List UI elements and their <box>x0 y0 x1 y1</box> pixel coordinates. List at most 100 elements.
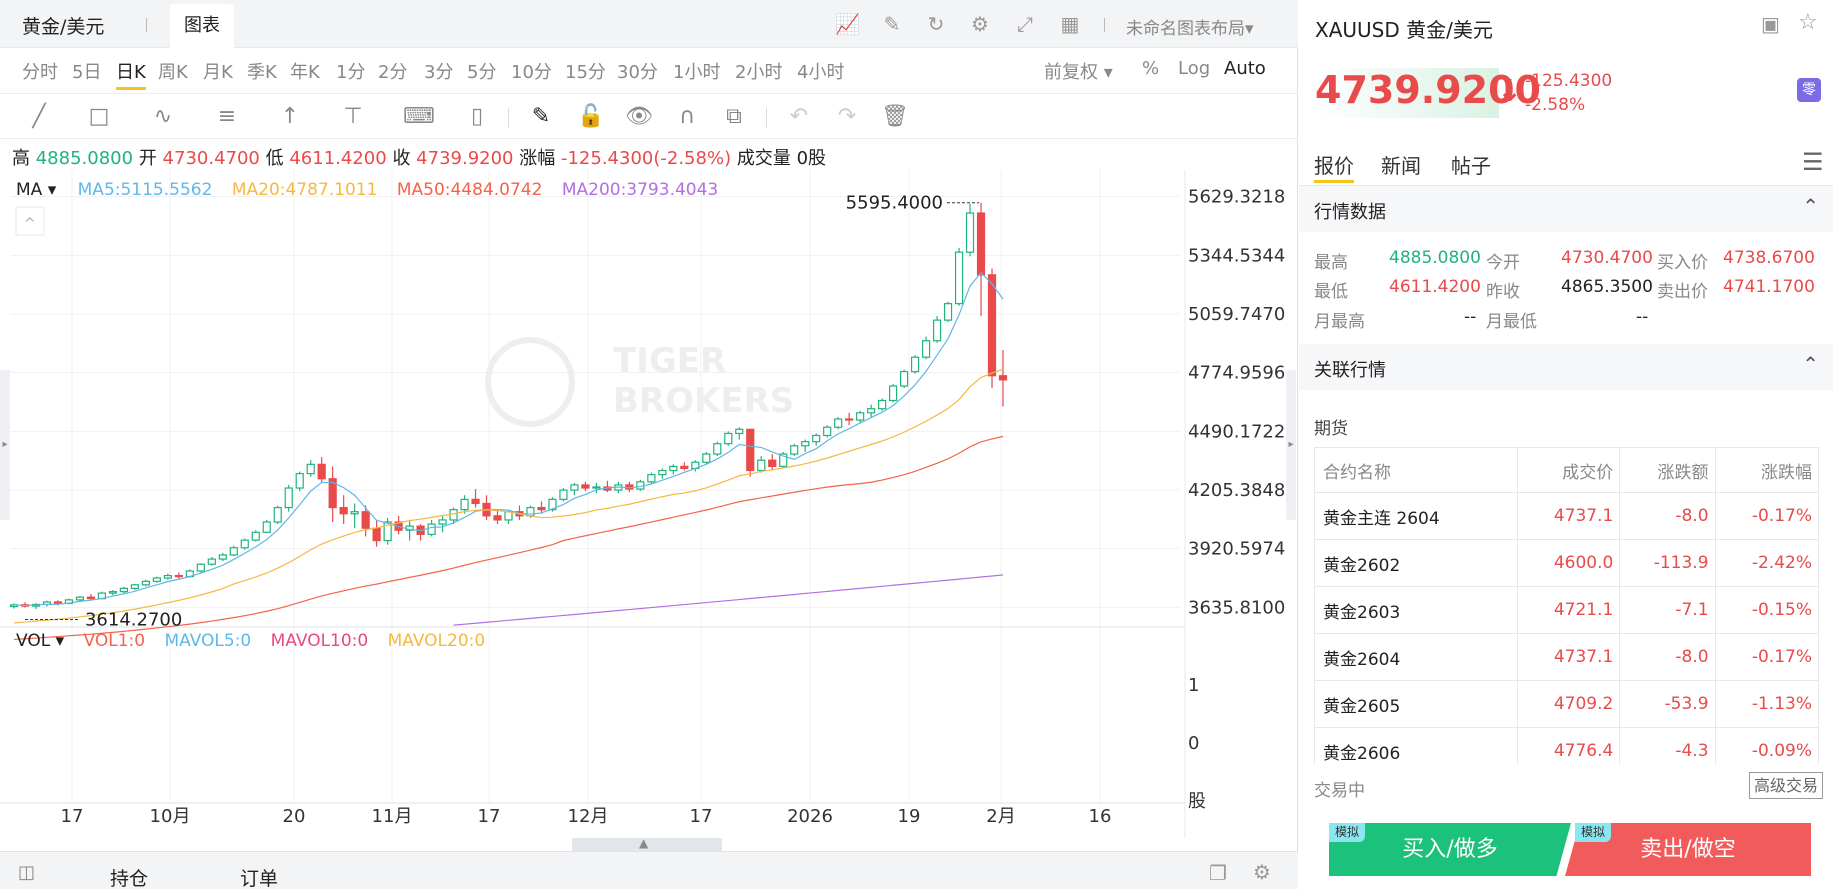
advanced-trade-button[interactable]: 高级交易 <box>1749 772 1823 799</box>
table-row[interactable]: 黄金主连 2604 4737.1 -8.0 -0.17% <box>1314 492 1820 540</box>
table-row[interactable]: 黄金2606 4776.4 -4.3 -0.09% <box>1314 727 1820 765</box>
table-cell: -1.13% <box>1714 680 1820 728</box>
table-cell: 4600.0 <box>1516 539 1621 587</box>
table-row[interactable]: 黄金2603 4721.1 -7.1 -0.15% <box>1314 586 1820 634</box>
zero-commission-badge-icon[interactable]: 零 <box>1797 78 1821 102</box>
quote-header: XAUUSD 黄金/美元 ▣ ☆ <box>1299 0 1833 50</box>
right-panel-toggle[interactable]: ▸ <box>1286 370 1296 520</box>
ma50-legend: MA50:4484.0742 <box>396 180 543 200</box>
chevron-up-icon[interactable]: ⌃ <box>1802 194 1819 218</box>
tab-quote[interactable]: 报价 <box>1314 154 1354 178</box>
bar-tool-icon[interactable]: ▯ <box>470 104 484 129</box>
period-9[interactable]: 3分 <box>424 62 454 83</box>
tab-orders[interactable]: 订单 <box>240 868 279 889</box>
ohlc-readout: 高 4885.0800 开 4730.4700 低 4611.4200 收 47… <box>12 144 826 170</box>
candle-body <box>383 521 392 542</box>
price-chart[interactable]: 5629.3218 5344.5344 5059.7470 4774.9596 4490… <box>0 170 1298 838</box>
ma200-line <box>453 574 1004 626</box>
column-header[interactable]: 涨跌幅 <box>1714 447 1820 493</box>
tab-chart[interactable]: 图表 <box>170 4 234 48</box>
related-header[interactable]: 关联行情 ⌃ <box>1299 344 1833 390</box>
pen-icon[interactable]: ✎ <box>531 104 551 129</box>
chart-type-icon[interactable]: 📈 <box>835 12 860 36</box>
rectangle-tool-icon[interactable]: □ <box>88 104 110 129</box>
layout-grid-icon[interactable]: ▦ <box>1060 12 1080 36</box>
chevron-up-icon: ^ <box>24 216 36 232</box>
period-12[interactable]: 15分 <box>565 62 606 83</box>
period-16[interactable]: 4小时 <box>797 62 845 83</box>
left-panel-toggle[interactable]: ▸ <box>0 370 10 520</box>
ma-indicator-dropdown[interactable]: MA ▾ <box>16 180 57 200</box>
menu-icon[interactable]: ☰ <box>1802 148 1824 176</box>
star-icon[interactable]: ☆ <box>1798 10 1818 35</box>
percent-toggle[interactable]: % <box>1142 58 1160 79</box>
clone-icon[interactable]: ⧉ <box>726 104 742 129</box>
symbol-title[interactable]: 黄金/美元 <box>22 16 105 38</box>
period-0[interactable]: 分时 <box>22 62 58 83</box>
simulated-tag: 模拟 <box>1575 823 1611 842</box>
layout-name-dropdown[interactable]: 未命名图表布局▾ <box>1126 19 1254 39</box>
high-label: 最高 <box>1314 253 1348 273</box>
futures-label: 期货 <box>1314 419 1348 439</box>
period-2[interactable]: 日K <box>116 62 146 83</box>
fullscreen-icon[interactable]: ⤢ <box>1017 12 1033 36</box>
wave-tool-icon[interactable]: ∿ <box>153 104 173 129</box>
popout-icon[interactable]: ❐ <box>1209 861 1227 885</box>
adjust-toggle[interactable]: 前复权 ▾ <box>1044 62 1113 83</box>
unlock-icon[interactable]: 🔓 <box>577 104 605 129</box>
table-header: 合约名称 成交价 涨跌额 涨跌幅 <box>1314 447 1820 493</box>
period-8[interactable]: 2分 <box>378 62 408 83</box>
table-row[interactable]: 黄金2605 4709.2 -53.9 -1.13% <box>1314 680 1820 728</box>
period-15[interactable]: 2小时 <box>735 62 783 83</box>
column-header[interactable]: 涨跌额 <box>1619 447 1716 493</box>
settings-gear-icon[interactable]: ⚙ <box>1253 860 1271 884</box>
bookmark-icon[interactable]: ▣ <box>1761 12 1780 36</box>
period-13[interactable]: 30分 <box>617 62 658 83</box>
ma5-legend: MA5:5115.5562 <box>77 180 213 200</box>
table-row[interactable]: 黄金2604 4737.1 -8.0 -0.17% <box>1314 633 1820 681</box>
period-10[interactable]: 5分 <box>467 62 497 83</box>
period-1[interactable]: 5日 <box>72 62 102 83</box>
buy-long-button[interactable]: 买入/做多 <box>1329 823 1571 876</box>
panel-toggle-icon[interactable]: ◫ <box>18 862 36 883</box>
line-tool-icon[interactable]: ╱ <box>32 104 46 129</box>
table-cell: -113.9 <box>1619 539 1716 587</box>
log-toggle[interactable]: Log <box>1178 58 1211 79</box>
eye-icon[interactable]: 👁 <box>625 104 653 129</box>
column-header[interactable]: 合约名称 <box>1314 447 1518 493</box>
trash-icon[interactable]: 🗑 <box>881 104 909 129</box>
undo-icon[interactable]: ↶ <box>789 104 809 129</box>
table-row[interactable]: 黄金2602 4600.0 -113.9 -2.42% <box>1314 539 1820 587</box>
period-4[interactable]: 月K <box>203 62 233 83</box>
collapse-indicator-button[interactable] <box>15 206 45 236</box>
period-5[interactable]: 季K <box>247 62 277 83</box>
refresh-icon[interactable]: ↻ <box>927 12 945 36</box>
collapse-bottom-handle[interactable]: ▲ <box>572 836 722 851</box>
text-lines-tool-icon[interactable]: ≡ <box>217 104 237 129</box>
magnet-icon[interactable]: ∩ <box>678 104 696 129</box>
settings-gear-icon[interactable]: ⚙ <box>971 12 989 36</box>
arrow-up-tool-icon[interactable]: ↑ <box>280 104 300 129</box>
market-data-header[interactable]: 行情数据 ⌃ <box>1299 186 1833 232</box>
column-header[interactable]: 成交价 <box>1516 447 1621 493</box>
quote-symbol: XAUUSD 黄金/美元 <box>1315 18 1493 42</box>
period-11[interactable]: 10分 <box>511 62 552 83</box>
tab-positions[interactable]: 持仓 <box>110 868 149 889</box>
vol-indicator-dropdown[interactable]: VOL ▾ <box>16 631 65 651</box>
edit-icon[interactable]: ✎ <box>883 12 901 36</box>
tab-posts[interactable]: 帖子 <box>1451 154 1491 178</box>
candle-body <box>724 432 733 445</box>
tab-news[interactable]: 新闻 <box>1381 154 1421 178</box>
measure-tool-icon[interactable]: ⊤ <box>343 104 363 129</box>
period-14[interactable]: 1小时 <box>673 62 721 83</box>
chevron-up-icon[interactable]: ⌃ <box>1802 352 1819 376</box>
period-3[interactable]: 周K <box>158 62 188 83</box>
auto-toggle[interactable]: Auto <box>1224 58 1266 79</box>
redo-icon[interactable]: ↷ <box>837 104 857 129</box>
text-tool-icon[interactable]: ⌨ <box>403 104 435 129</box>
period-7[interactable]: 1分 <box>336 62 366 83</box>
candle-body <box>921 340 931 358</box>
y-tick-label: 3635.8100 <box>1188 597 1285 618</box>
period-6[interactable]: 年K <box>290 62 320 83</box>
candle-body <box>317 463 326 480</box>
